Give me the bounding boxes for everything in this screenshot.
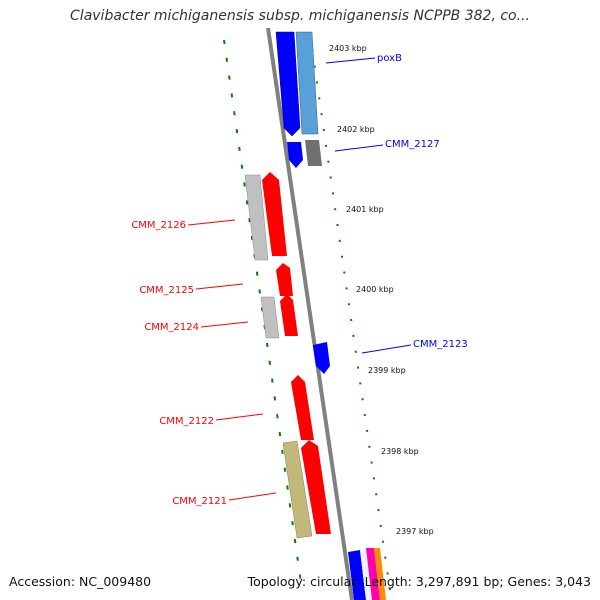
gene-label-poxB[interactable]: poxB: [377, 53, 402, 64]
gene-cmm-2121[interactable]: [301, 440, 331, 534]
tick-label: 2402 kbp: [337, 125, 375, 134]
gene-cmm-2121-olive[interactable]: [282, 440, 313, 539]
gene-cmm-2123[interactable]: [313, 342, 330, 374]
gene-label-cmm-2125[interactable]: CMM_2125: [139, 285, 194, 296]
gene-poxB-light[interactable]: [295, 31, 319, 135]
tick-label: 2399 kbp: [368, 366, 406, 375]
gene-cmm-2124-gray[interactable]: [260, 296, 280, 339]
feature-bottom-magenta[interactable]: [366, 548, 380, 600]
gene-label-cmm-2126[interactable]: CMM_2126: [131, 220, 186, 231]
gene-cmm-2127-blue[interactable]: [287, 142, 303, 168]
feature-bottom-white[interactable]: [360, 550, 372, 600]
backbone-line: [266, 27, 354, 600]
tick-label: 2397 kbp: [396, 527, 434, 536]
tick-label: 2400 kbp: [356, 285, 394, 294]
accession-label: Accession: NC_009480: [9, 574, 152, 589]
gene-cmm-2126-gray[interactable]: [244, 174, 269, 261]
reverse-gene-labels: [187, 219, 277, 501]
gene-cmm-2122[interactable]: [291, 375, 314, 440]
tick-label: 2398 kbp: [381, 447, 419, 456]
gene-cmm-2127-gray[interactable]: [305, 140, 322, 166]
map-title: Clavibacter michiganensis subsp. michiga…: [70, 8, 530, 24]
gene-label-cmm-2123[interactable]: CMM_2123: [413, 339, 468, 350]
tick-label: 2401 kbp: [346, 205, 384, 214]
gene-label-cmm-2121[interactable]: CMM_2121: [172, 496, 227, 507]
gene-cmm-2126[interactable]: [262, 172, 287, 256]
gene-label-cmm-2122[interactable]: CMM_2122: [159, 416, 214, 427]
forward-gene-labels: [325, 57, 412, 354]
inner-tick-ring: [223, 39, 303, 591]
gene-cmm-2124[interactable]: [280, 294, 298, 336]
genome-summary: Topology: circular; Length: 3,297,891 bp…: [247, 574, 591, 589]
gene-label-cmm-2127[interactable]: CMM_2127: [385, 139, 440, 150]
gene-cmm-2125[interactable]: [276, 263, 293, 296]
tick-label: 2403 kbp: [329, 44, 367, 53]
gene-poxB[interactable]: [275, 31, 301, 137]
feature-bottom-orange[interactable]: [374, 548, 386, 600]
kbp-ticks: 2403 kbp 2402 kbp 2401 kbp 2400 kbp 2399…: [329, 44, 434, 536]
gene-label-cmm-2124[interactable]: CMM_2124: [144, 322, 199, 333]
